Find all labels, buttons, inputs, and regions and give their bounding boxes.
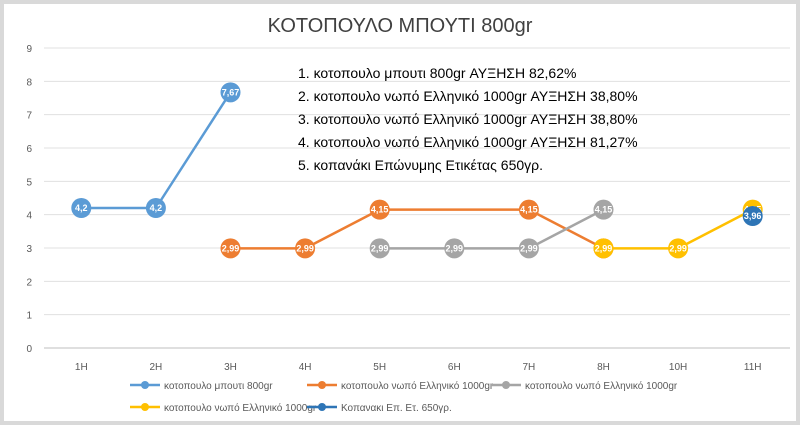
data-marker [593, 199, 614, 220]
data-point[interactable]: 2,99 [668, 238, 689, 259]
data-marker [369, 199, 390, 220]
legend-label-4: κοτοπουλο νωπό Ελληνικό 1000gr [164, 402, 317, 414]
data-marker [220, 238, 241, 259]
data-point[interactable]: 2,99 [369, 238, 390, 259]
data-label: 7,67 [222, 87, 240, 97]
data-marker [668, 238, 689, 259]
y-tick-label: 8 [26, 77, 32, 88]
data-label: 2,99 [669, 243, 687, 253]
y-tick-label: 4 [26, 211, 32, 222]
data-marker [518, 238, 539, 259]
data-marker [369, 238, 390, 259]
x-tick-label: 7H [523, 362, 536, 373]
data-marker [593, 238, 614, 259]
legend-label-1: κοτοπουλο μπουτι 800gr [164, 381, 273, 392]
series-line-2 [230, 208, 605, 250]
x-tick-label: 4H [299, 362, 312, 373]
data-label: 2,99 [595, 243, 613, 253]
data-marker [71, 198, 92, 218]
legend-label-3: κοτοπουλο νωπό Ελληνικό 1000gr [525, 380, 678, 392]
grid-lines [44, 47, 790, 349]
x-tick-label: 5H [373, 362, 386, 373]
x-tick-label: 1H [75, 362, 88, 373]
legend: κοτοπουλο μπουτι 800gr κοτοπουλο νωπό Ελ… [130, 380, 678, 414]
annotation-2: 2. κοτοπουλο νωπό Ελληνικό 1000gr ΑΥΞΗΣΗ… [298, 88, 638, 104]
annotation-box: 1. κοτοπουλο μπουτι 800gr ΑΥΞΗΣΗ 82,62% … [298, 65, 638, 173]
legend-item-5[interactable]: Κοπανακι Επ. Ετ. 650γρ. [307, 403, 452, 414]
data-label: 4,2 [75, 203, 88, 213]
data-point[interactable]: 2,99 [444, 238, 465, 259]
y-tick-label: 3 [26, 244, 32, 255]
chart-title: ΚΟΤΟΠΟΥΛΟ ΜΠΟΥΤΙ 800gr [268, 15, 533, 37]
data-marker [145, 198, 166, 218]
data-label: 4,15 [371, 205, 389, 215]
series-points: 4,2 4,2 7,67 2,99 2,99 4,15 4,15 2,99 2,99 2,99 4,… [71, 82, 763, 259]
series-line-1 [81, 91, 232, 210]
chart-frame: ΚΟΤΟΠΟΥΛΟ ΜΠΟΥΤΙ 800gr 0 1 2 3 4 5 6 7 8 9 1H 2H 3H 4… [4, 4, 796, 421]
annotation-4: 4. κοτοπουλο νωπό Ελληνικό 1000gr ΑΥΞΗΣΗ… [298, 134, 638, 150]
data-label: 4,2 [150, 203, 163, 213]
x-tick-label: 2H [150, 362, 163, 373]
data-point[interactable]: 2,99 [220, 238, 241, 259]
data-marker [295, 238, 316, 259]
legend-label-5: Κοπανακι Επ. Ετ. 650γρ. [341, 403, 452, 414]
y-tick-label: 5 [26, 177, 32, 188]
legend-item-3[interactable]: κοτοπουλο νωπό Ελληνικό 1000gr [491, 380, 678, 392]
axis-ticks: 0 1 2 3 4 5 6 7 8 9 1H 2H 3H 4H 5H 6H 7H 8H 10H 11H [26, 44, 761, 373]
legend-item-4[interactable]: κοτοπουλο νωπό Ελληνικό 1000gr [130, 402, 317, 414]
x-tick-label: 11H [744, 362, 762, 373]
data-point[interactable]: 2,99 [295, 238, 316, 259]
annotation-1: 1. κοτοπουλο μπουτι 800gr ΑΥΞΗΣΗ 82,62% [298, 65, 576, 81]
line-chart: ΚΟΤΟΠΟΥΛΟ ΜΠΟΥΤΙ 800gr 0 1 2 3 4 5 6 7 8 9 1H 2H 3H 4… [26, 15, 790, 414]
annotation-5: 5. κοπανάκι Επώνυμης Ετικέτας 650γρ. [298, 157, 543, 173]
data-point[interactable]: 2,99 [593, 238, 614, 259]
data-marker [444, 238, 465, 259]
data-point[interactable]: 3,96 [742, 206, 763, 226]
data-point[interactable]: 4,2 [145, 198, 166, 218]
y-tick-label: 0 [26, 344, 32, 355]
data-marker [742, 206, 763, 226]
y-tick-label: 2 [26, 277, 32, 288]
data-label: 2,99 [520, 243, 538, 253]
data-label: 2,99 [222, 243, 240, 253]
data-label: 2,99 [446, 243, 464, 253]
x-tick-label: 8H [597, 362, 610, 373]
y-tick-label: 1 [26, 311, 32, 322]
data-point[interactable]: 7,67 [220, 82, 241, 103]
y-tick-label: 7 [26, 111, 32, 122]
data-point[interactable]: 4,15 [369, 199, 390, 220]
y-tick-label: 9 [26, 44, 32, 55]
data-point[interactable]: 4,2 [71, 198, 92, 218]
x-tick-label: 3H [224, 362, 237, 373]
data-marker [518, 199, 539, 220]
x-tick-label: 10H [669, 362, 687, 373]
data-point[interactable]: 4,15 [518, 199, 539, 220]
legend-item-2[interactable]: κοτοπουλο νωπό Ελληνικό 1000gr [307, 380, 494, 392]
y-tick-label: 6 [26, 144, 32, 155]
data-point[interactable]: 4,15 [593, 199, 614, 220]
data-marker [220, 82, 241, 103]
data-label: 2,99 [371, 243, 389, 253]
legend-label-2: κοτοπουλο νωπό Ελληνικό 1000gr [341, 380, 494, 392]
data-point[interactable]: 2,99 [518, 238, 539, 259]
data-label: 4,15 [520, 205, 538, 215]
data-label: 3,96 [744, 211, 762, 221]
legend-item-1[interactable]: κοτοπουλο μπουτι 800gr [130, 381, 273, 392]
data-label: 2,99 [296, 243, 314, 253]
annotation-3: 3. κοτοπουλο νωπό Ελληνικό 1000gr ΑΥΞΗΣΗ… [298, 111, 638, 127]
x-tick-label: 6H [448, 362, 461, 373]
data-label: 4,15 [595, 205, 613, 215]
series-line-3 [379, 208, 605, 250]
